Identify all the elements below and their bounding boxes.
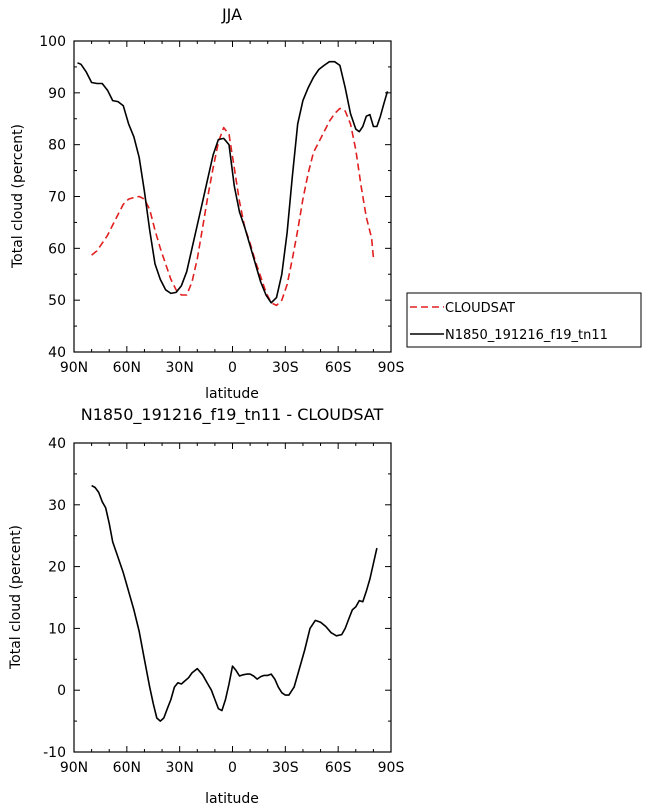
x-tick-label-top: 90N [60,360,88,376]
x-tick-label-bottom: 60S [325,760,352,776]
x-axis-label-top: latitude [205,386,259,402]
y-tick-label-top: 100 [39,34,66,50]
y-tick-label-bottom: 0 [57,683,66,699]
x-tick-label-bottom: 90S [378,760,405,776]
legend: CLOUDSAT N1850_191216_f19_tn11 [406,292,642,348]
x-tick-label-top: 60N [113,360,141,376]
y-tick-label-bottom: 30 [48,498,66,514]
y-tick-label-bottom: 40 [48,436,66,452]
series-group-top [77,60,389,307]
axis-ticks-bottom: 90N 60N 30N 0 30S 60S 90S -10 0 10 20 30 40 [43,436,404,776]
panel-title-bottom: N1850_191216_f19_tn11 - CLOUDSAT [81,405,384,425]
y-tick-label-bottom: 20 [48,560,66,576]
x-tick-label-top: 0 [228,360,237,376]
x-tick-label-bottom: 30S [272,760,299,776]
y-tick-label-top: 80 [48,138,66,154]
panel-bottom-difference: N1850_191216_f19_tn11 - CLOUDSAT latitud… [8,405,404,807]
x-tick-label-bottom: 60N [113,760,141,776]
y-tick-label-top: 40 [48,345,66,361]
y-axis-label-top: Total cloud (percent) [10,124,26,269]
x-axis-label-bottom: latitude [205,791,259,807]
legend-label-cloudsat: CLOUDSAT [445,301,515,316]
x-tick-label-top: 90S [378,360,405,376]
y-tick-label-top: 70 [48,190,66,206]
legend-box [406,292,642,348]
x-tick-label-bottom: 30N [166,760,194,776]
y-tick-label-bottom: 10 [48,621,66,637]
x-tick-label-bottom: 90N [60,760,88,776]
legend-label-model: N1850_191216_f19_tn11 [445,328,608,343]
y-tick-label-top: 90 [48,86,66,102]
panel-title-top: JJA [221,5,242,24]
plot-frame-bottom [73,442,392,753]
x-tick-label-top: 60S [325,360,352,376]
series-group-bottom [91,484,378,722]
series-line-top-n1850-191216-f19-tn11 [77,60,389,304]
y-tick-label-top: 60 [48,241,66,257]
y-tick-label-top: 50 [48,293,66,309]
x-tick-label-top: 30S [272,360,299,376]
panel-top-jja: JJA latitude Total cloud (percent) 90N 60… [10,5,404,402]
axis-ticks-top: 90N 60N 30N 0 30S 60S 90S 40 50 60 70 80 90 100 [39,34,404,376]
y-tick-label-bottom: -10 [43,745,66,761]
series-line-top-cloudsat [91,107,375,307]
x-tick-label-top: 30N [166,360,194,376]
y-axis-label-bottom: Total cloud (percent) [8,525,24,670]
series-line-bottom-difference [91,484,378,722]
plot-frame-top [73,40,392,353]
x-tick-label-bottom: 0 [228,760,237,776]
